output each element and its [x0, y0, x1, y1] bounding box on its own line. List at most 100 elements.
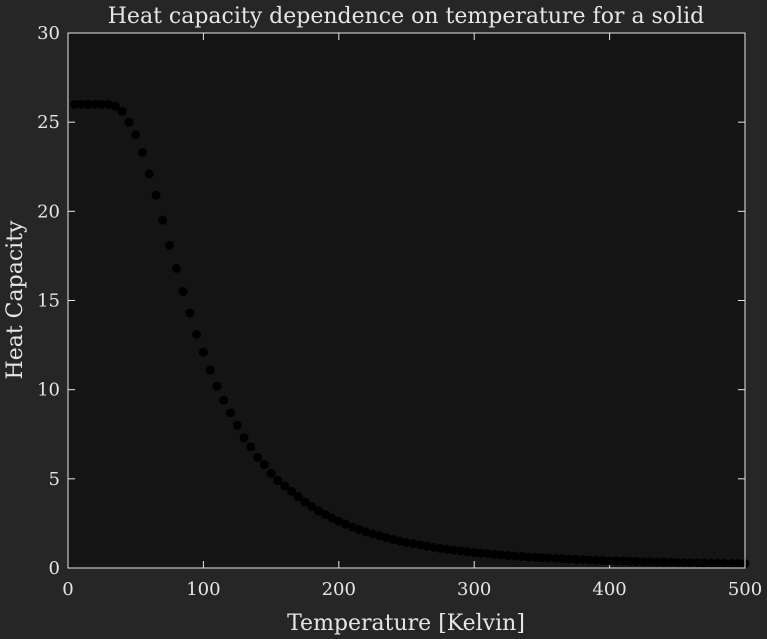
data-point [137, 147, 147, 157]
y-tick-label: 25 [37, 112, 60, 133]
y-tick-label: 0 [49, 558, 60, 579]
data-point [219, 395, 229, 405]
data-point [666, 557, 676, 567]
data-point [625, 556, 635, 566]
data-point [395, 536, 405, 546]
data-point [605, 556, 615, 566]
data-point [83, 99, 93, 109]
data-point [97, 99, 107, 109]
data-point [307, 501, 317, 511]
data-point [720, 558, 730, 568]
data-point [178, 287, 188, 297]
data-point [652, 557, 662, 567]
y-tick-label: 30 [37, 23, 60, 44]
data-point [672, 557, 682, 567]
data-point [726, 559, 736, 569]
data-point [517, 551, 527, 561]
data-point [415, 540, 425, 550]
x-axis-ticks: 0 100 200 300 400 500 [62, 33, 762, 600]
data-point [286, 486, 296, 496]
data-point [537, 553, 547, 563]
data-point [239, 433, 249, 443]
data-point [144, 169, 154, 179]
data-point [212, 381, 222, 391]
data-point [523, 552, 533, 562]
x-tick-label: 300 [457, 579, 491, 600]
data-point [476, 548, 486, 558]
data-point [381, 533, 391, 543]
chart-title: Heat capacity dependence on temperature … [108, 4, 705, 29]
data-point [578, 555, 588, 565]
x-tick-label: 400 [592, 579, 626, 600]
data-point [90, 99, 100, 109]
data-point [347, 522, 357, 532]
x-axis-label: Temperature [Kelvin] [287, 611, 525, 636]
data-point [259, 460, 269, 470]
data-point [686, 558, 696, 568]
data-point [205, 365, 215, 375]
data-point [449, 545, 459, 555]
data-point [638, 557, 648, 567]
data-point [510, 551, 520, 561]
data-point [225, 408, 235, 418]
data-point [313, 506, 323, 516]
data-point [733, 559, 743, 569]
data-point [124, 117, 134, 127]
data-point [530, 552, 540, 562]
data-point [693, 558, 703, 568]
data-point [422, 541, 432, 551]
data-point [469, 547, 479, 557]
data-point [341, 519, 351, 529]
y-tick-label: 15 [37, 291, 60, 312]
data-point [598, 556, 608, 566]
data-point [77, 99, 87, 109]
data-point [246, 442, 256, 452]
data-point [402, 537, 411, 547]
data-point [198, 347, 208, 357]
data-point [659, 557, 669, 567]
data-point [490, 549, 500, 559]
data-point [699, 558, 709, 568]
data-point [266, 468, 276, 478]
data-point [442, 544, 452, 554]
plot-frame [67, 32, 746, 569]
y-tick-label: 10 [37, 380, 60, 401]
data-point [679, 558, 689, 568]
data-point [374, 531, 384, 541]
data-point [462, 547, 472, 557]
data-point [706, 558, 716, 568]
data-point [273, 476, 283, 486]
x-tick-label: 0 [62, 579, 73, 600]
data-point [327, 513, 337, 523]
data-point [611, 556, 621, 566]
data-point [104, 99, 114, 109]
data-point [70, 99, 80, 109]
data-point [334, 516, 344, 526]
data-point [632, 556, 642, 566]
data-point [429, 542, 439, 552]
data-point [280, 481, 290, 491]
data-point [550, 553, 560, 563]
data-point [564, 554, 574, 564]
data-point [591, 555, 601, 565]
data-point [584, 555, 594, 565]
plot-area [68, 33, 745, 568]
data-point [171, 263, 181, 273]
data-point [110, 101, 120, 111]
data-point [645, 557, 655, 567]
y-tick-label: 5 [49, 469, 60, 490]
data-point [192, 329, 202, 339]
data-point [713, 558, 723, 568]
data-point [300, 497, 310, 507]
data-point [117, 106, 127, 116]
data-point [131, 130, 141, 140]
data-point [435, 543, 445, 553]
data-point [158, 215, 168, 225]
data-point [483, 549, 493, 559]
data-point [320, 510, 330, 519]
data-point [408, 539, 418, 549]
x-tick-label: 500 [728, 579, 762, 600]
data-point [503, 551, 513, 561]
y-tick-label: 20 [37, 201, 60, 222]
